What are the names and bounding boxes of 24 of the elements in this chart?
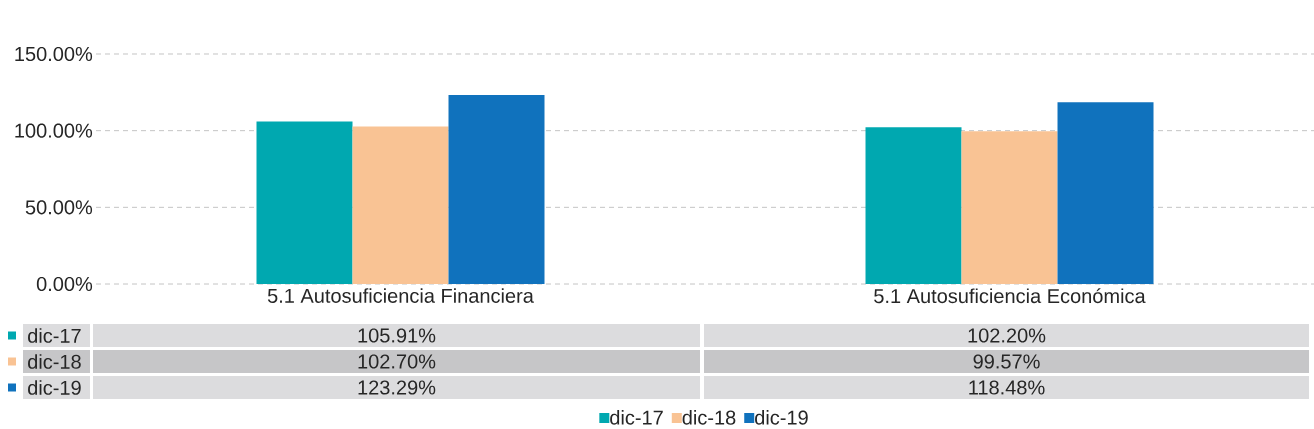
text: dic-19 [28, 380, 81, 395]
bar [256, 121, 353, 284]
legend-label: dic-18 [682, 410, 736, 425]
data-label: 102.20% [968, 328, 1046, 343]
data-label: 118.48% [969, 380, 1045, 395]
data-label: 123.29% [358, 380, 436, 395]
x-tick-label: 5.1 Autosuficiencia Económica [874, 288, 1146, 304]
data-label: 105.91% [358, 328, 436, 343]
bar [865, 127, 962, 284]
text: dic-18 [28, 354, 81, 369]
x-tick-label: 5.1 Autosuficiencia Financiera [267, 288, 534, 303]
data-label: 102.70% [358, 354, 436, 369]
y-tick-label: 0.00% [36, 276, 93, 292]
legend-label: dic-19 [755, 410, 808, 425]
bar [1057, 102, 1154, 284]
bar [352, 126, 449, 284]
bar [961, 131, 1058, 284]
y-tick-label: 150.00% [15, 46, 93, 62]
bar [448, 94, 545, 284]
data-label: 99.57% [973, 354, 1040, 369]
text: dic-17 [28, 328, 81, 343]
y-tick-label: 100.00% [15, 123, 93, 138]
y-tick-label: 50.00% [25, 200, 93, 215]
legend-label: dic-17 [610, 410, 663, 425]
